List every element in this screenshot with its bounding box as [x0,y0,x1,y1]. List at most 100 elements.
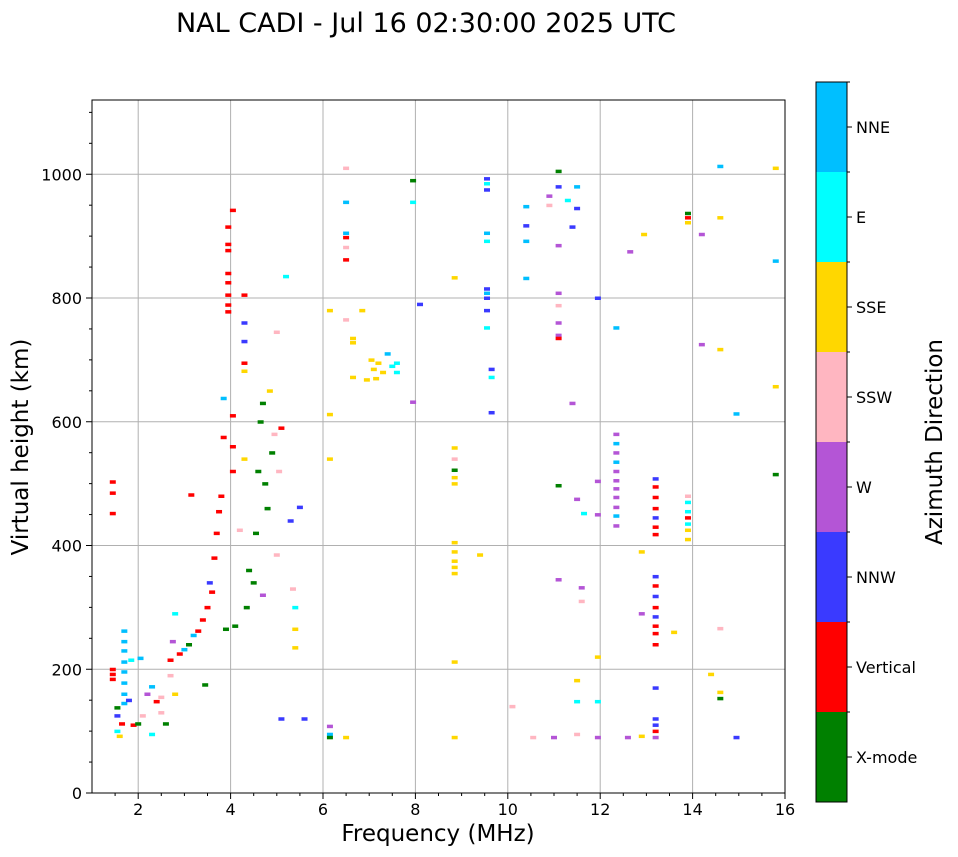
data-point [264,506,271,511]
data-point [551,735,557,740]
data-point [530,735,537,740]
data-point [652,574,659,579]
data-point [594,513,601,517]
data-point [451,468,458,473]
data-point [257,420,264,424]
data-point [523,239,530,244]
colorbar-segment [816,352,847,442]
y-axis-ticks: 0 200 400 600 800 1000 [41,111,92,803]
data-point [121,670,128,674]
data-point [555,291,562,296]
y-tick-label: 400 [51,537,82,556]
data-point [359,308,366,313]
data-point [410,178,417,183]
data-point [581,511,588,516]
data-point [772,384,779,389]
data-point [225,242,232,247]
colorbar-category-label: Vertical [856,658,916,677]
data-point [652,516,659,520]
data-point [121,701,128,706]
colorbar-category-label: E [856,208,866,227]
data-point [292,605,299,610]
data-point [555,243,562,248]
data-point [128,658,135,662]
data-point [652,584,659,588]
data-point [326,735,333,740]
data-point [772,166,779,171]
colorbar-category-label: NNW [856,568,896,587]
data-point [523,224,530,228]
data-point [484,239,491,244]
grid-lines [92,100,785,793]
data-point [343,231,350,236]
data-point [121,681,128,685]
data-point [125,698,132,703]
data-point [292,646,299,650]
data-point [326,457,333,461]
data-point [717,216,724,220]
data-point [241,361,248,365]
data-point [243,605,250,610]
data-point [652,477,659,481]
data-point [167,658,174,662]
data-point [149,732,156,737]
data-point [488,367,495,372]
data-point [578,599,585,604]
data-point [225,303,232,307]
data-point [613,514,620,518]
data-point [241,369,248,374]
data-point [652,643,659,647]
data-point [451,660,458,664]
data-point [684,528,691,533]
data-point [564,198,571,203]
data-point [202,683,209,687]
data-point [114,729,121,734]
data-point [218,494,225,498]
data-point [119,722,126,726]
data-point [451,475,458,480]
data-point [211,556,218,560]
y-tick-label: 800 [51,289,82,308]
data-point [717,690,724,695]
colorbar-segment [816,172,847,262]
data-point [451,550,458,554]
data-point [652,495,659,500]
data-point [652,615,659,619]
data-point [343,258,350,262]
data-point [652,485,659,489]
data-point [236,528,243,533]
data-point [488,375,495,380]
data-point [484,182,491,186]
data-point [594,735,601,740]
data-point [574,206,581,211]
data-point [350,375,357,380]
data-point [684,211,691,216]
data-point [410,200,417,205]
data-point [350,336,357,341]
data-point [684,516,691,520]
data-point [698,232,705,237]
colorbar: X-mode Vertical NNW W SSW SSE E NNE [815,81,917,803]
data-point [638,612,645,616]
y-tick-label: 200 [51,660,82,679]
data-point [109,480,116,484]
data-point [301,717,308,721]
data-point [273,553,280,557]
data-point [220,435,227,440]
data-point [109,511,116,516]
data-point [195,629,202,633]
data-point [229,445,236,449]
data-point [225,310,232,314]
data-point [488,410,495,415]
data-point [484,326,491,330]
data-point [652,624,659,628]
data-point [574,185,581,189]
data-point [255,469,262,474]
data-point [292,627,299,632]
colorbar-category-label: X-mode [856,748,917,767]
data-point [717,347,724,352]
colorbar-segment [816,712,847,802]
data-point [451,276,458,280]
data-point [708,672,715,677]
